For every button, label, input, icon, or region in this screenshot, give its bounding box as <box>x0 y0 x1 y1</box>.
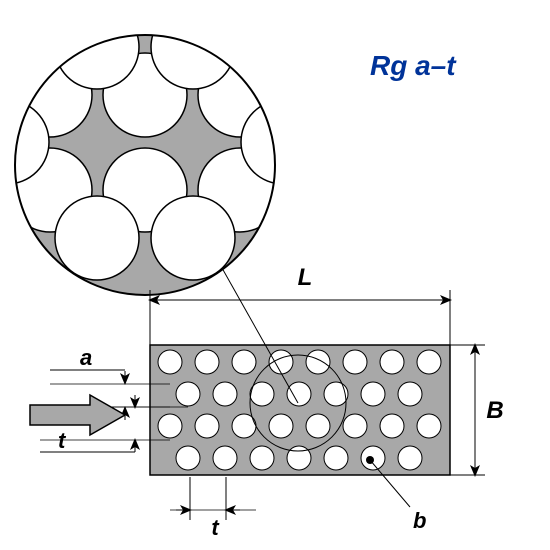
dim-B-label: B <box>486 397 503 424</box>
dim-t-left-label: t <box>58 428 67 453</box>
title-label: Rg a–t <box>370 50 457 81</box>
detail-view <box>0 5 325 300</box>
direction-arrow-icon <box>30 395 125 435</box>
label-b: b <box>413 508 426 533</box>
perforated-sheet <box>150 345 450 475</box>
dim-t-bottom-label: t <box>211 515 220 540</box>
dim-a-label: a <box>80 345 92 370</box>
dim-L-label: L <box>298 264 313 291</box>
